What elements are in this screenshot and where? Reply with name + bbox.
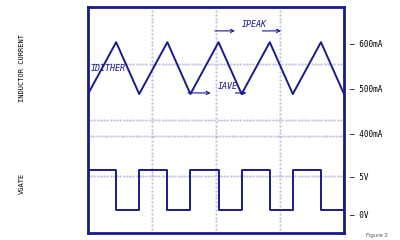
Text: — 500mA: — 500mA	[350, 85, 382, 94]
Text: Figure 2: Figure 2	[366, 233, 388, 238]
Text: — 600mA: — 600mA	[350, 40, 382, 49]
Text: IDITHER: IDITHER	[90, 64, 126, 73]
Text: — 0V: — 0V	[350, 211, 368, 220]
Text: — 400mA: — 400mA	[350, 130, 382, 139]
Text: — 5V: — 5V	[350, 173, 368, 182]
Text: VGATE: VGATE	[19, 173, 25, 194]
Text: INDUCTOR CURRENT: INDUCTOR CURRENT	[19, 34, 25, 102]
Text: IPEAK: IPEAK	[242, 20, 267, 29]
Text: IAVE: IAVE	[217, 82, 237, 91]
